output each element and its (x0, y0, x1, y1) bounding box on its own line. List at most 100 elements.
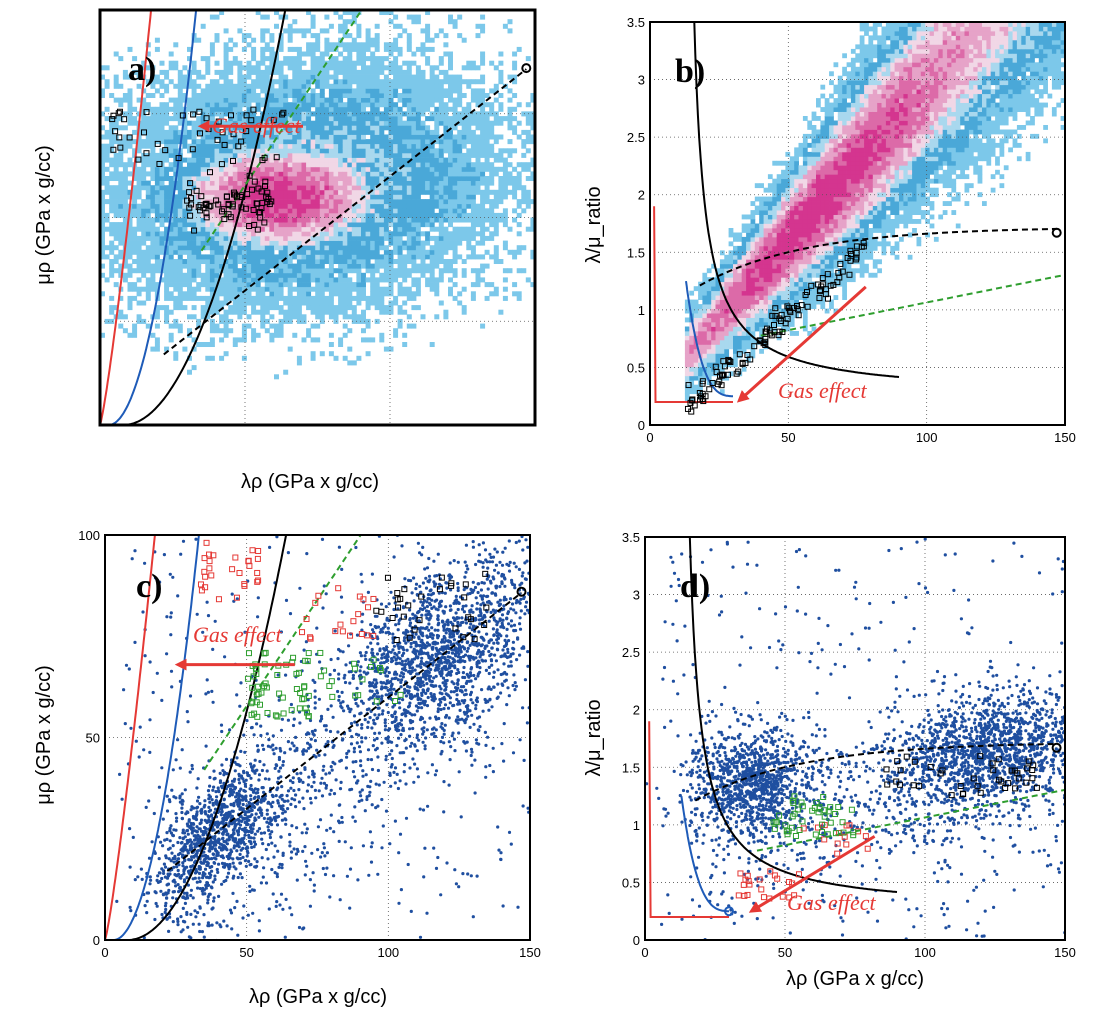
panel-a-density-cell (361, 97, 366, 103)
panel-a-density-cell (292, 189, 298, 195)
panel-a-density-cell (338, 143, 344, 149)
panel-a-density-cell (251, 129, 257, 135)
panel-a-density-cell (420, 185, 426, 191)
panel-a-density-cell (457, 176, 463, 182)
panel-a-density-cell (278, 102, 284, 108)
panel-a-density-cell (333, 157, 339, 163)
panel-a-density-cell (150, 332, 156, 338)
panel-a-density-cell (241, 46, 247, 52)
panel-a-density-cell (168, 152, 174, 158)
panel-a-density-cell (164, 263, 170, 269)
panel-a-density-cell (228, 120, 234, 126)
panel-a-density-cell (342, 355, 348, 361)
panel-b-density-cell (733, 250, 738, 256)
panel-a-density-cell (306, 291, 312, 297)
panel-a-density-cell (480, 116, 486, 122)
panel-b-density-cell (715, 308, 721, 314)
panel-a-density-cell (136, 286, 142, 292)
panel-a-density-cell (448, 166, 453, 172)
panel-a-density-cell (196, 93, 202, 99)
panel-a-density-cell (159, 222, 165, 228)
panel-a-density-cell (415, 102, 421, 108)
panel-a-density-cell (237, 129, 243, 135)
panel-a-density-cell (429, 226, 435, 232)
panel-a-density-cell (177, 328, 183, 334)
panel-a-density-cell (310, 148, 316, 154)
panel-a-density-cell (338, 125, 344, 131)
panel-a-density-cell (187, 83, 192, 89)
panel-a-density-cell (274, 171, 279, 177)
panel-a-density-cell (448, 291, 453, 297)
panel-a-density-cell (209, 116, 215, 122)
panel-a-density-cell (237, 295, 243, 301)
panel-a-well-point (243, 112, 250, 119)
panel-a-density-cell (397, 79, 403, 85)
panel-a-density-cell (461, 189, 467, 195)
panel-a-density-cell (379, 291, 385, 297)
panel-a-density-cell (283, 185, 289, 191)
panel-a-density-cell (113, 189, 119, 195)
panel-a-density-cell (530, 97, 535, 103)
panel-a-density-cell (223, 226, 229, 232)
panel-a-density-cell (232, 180, 238, 186)
panel-b-density-cell (733, 331, 738, 336)
panel-a-density-cell (154, 240, 160, 246)
panel-a-density-cell (383, 226, 389, 232)
panel-a-density-cell (228, 116, 234, 122)
panel-a-density-cell (310, 259, 316, 265)
panel-a-density-cell (383, 120, 389, 126)
panel-a-density-cell (232, 212, 238, 218)
panel-a-density-cell (365, 231, 371, 237)
panel-a-density-cell (232, 139, 238, 145)
panel-a-density-cell (365, 148, 371, 154)
panel-a-density-cell (104, 129, 110, 135)
panel-a-well-point (109, 116, 116, 123)
panel-a-density-cell (100, 176, 105, 182)
panel-a-density-cell (164, 217, 170, 223)
panel-a-density-cell (319, 171, 325, 177)
panel-a-density-cell (154, 314, 160, 320)
panel-b-density-cell (719, 313, 725, 318)
panel-a-density-cell (356, 203, 362, 209)
panel-a-density-cell (333, 116, 339, 122)
panel-a-density-cell (191, 97, 197, 103)
panel-a-density-cell (333, 194, 339, 200)
panel-a-density-cell (393, 148, 399, 154)
panel-a-density-cell (177, 88, 183, 94)
panel-a-density-cell (338, 171, 344, 177)
panel-a-density-cell (274, 240, 279, 246)
panel-a-density-cell (246, 222, 252, 228)
panel-a-density-cell (328, 194, 334, 200)
panel-a-density-cell (507, 116, 513, 122)
panel-a-density-cell (232, 106, 238, 112)
panel-a-density-cell (292, 212, 298, 218)
panel-a-density-cell (448, 134, 453, 140)
panel-a-density-cell (255, 171, 261, 177)
panel-a-density-cell (154, 88, 160, 94)
panel-a-density-cell (159, 199, 165, 205)
panel-a-density-cell (411, 157, 417, 163)
panel-b-density-cell (715, 313, 721, 318)
panel-a-density-cell (232, 309, 238, 315)
panel-a-density-cell (177, 286, 183, 292)
panel-a-density-cell (150, 162, 156, 168)
panel-a-density-cell (434, 97, 440, 103)
panel-b-density-cell (689, 362, 695, 368)
panel-a-density-cell (411, 93, 417, 99)
panel-a-density-cell (132, 148, 138, 154)
panel-a-density-cell (191, 176, 197, 182)
panel-a-density-cell (406, 125, 412, 131)
panel-a-density-cell (205, 286, 211, 292)
panel-a-density-cell (145, 222, 151, 228)
panel-a-density-cell (141, 129, 147, 135)
panel-a-density-cell (393, 259, 399, 265)
panel-a-density-cell (104, 189, 110, 195)
panel-a-density-cell (379, 83, 385, 89)
panel-a-density-cell (502, 157, 508, 163)
panel-a-density-cell (159, 125, 165, 131)
panel-a-density-cell (168, 129, 174, 135)
panel-a-density-cell (182, 231, 188, 237)
panel-a-density-cell (100, 263, 105, 269)
panel-a-density-cell (109, 129, 115, 135)
panel-a-density-cell (338, 69, 344, 75)
